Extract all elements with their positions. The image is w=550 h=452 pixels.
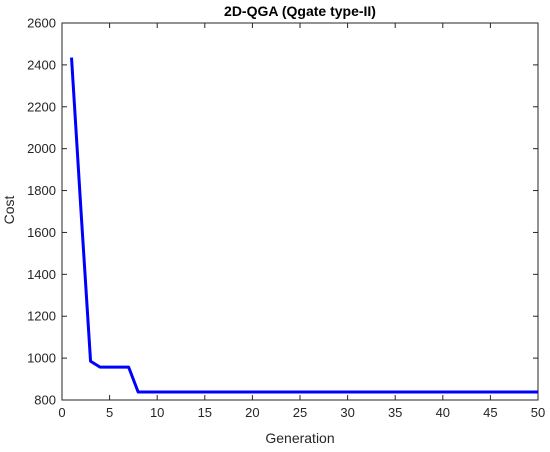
y-tick-label: 2000 <box>27 141 56 156</box>
axes: 0 5 10 15 20 25 30 35 40 45 50 800 1000 1200 1400 1600 1… <box>27 16 545 421</box>
plot-area <box>70 57 538 394</box>
x-tick-label: 50 <box>531 405 545 420</box>
x-tick-label: 25 <box>293 405 307 420</box>
x-tick-label: 10 <box>150 405 164 420</box>
x-tick-label: 5 <box>106 405 113 420</box>
y-tick-label: 2200 <box>27 99 56 114</box>
y-tick-label: 800 <box>34 393 56 408</box>
y-tick-label: 1200 <box>27 309 56 324</box>
y-tick-label: 2400 <box>27 57 56 72</box>
x-tick-label: 45 <box>483 405 497 420</box>
y-axis-label: Cost <box>1 196 17 225</box>
chart-title: 2D-QGA (Qgate type-II) <box>224 3 376 19</box>
x-tick-label: 20 <box>245 405 259 420</box>
y-tick-label: 2600 <box>27 16 56 31</box>
plot-frame <box>61 22 539 401</box>
x-tick-label: 15 <box>198 405 212 420</box>
x-tick-label: 40 <box>436 405 450 420</box>
y-tick-label: 1600 <box>27 225 56 240</box>
x-tick-label: 35 <box>388 405 402 420</box>
x-tick-label: 0 <box>58 405 65 420</box>
x-tick-label: 30 <box>340 405 354 420</box>
x-axis-label: Generation <box>265 430 334 446</box>
y-tick-label: 1400 <box>27 267 56 282</box>
series-line <box>70 57 538 394</box>
y-tick-label: 1800 <box>27 183 56 198</box>
y-tick-label: 1000 <box>27 351 56 366</box>
